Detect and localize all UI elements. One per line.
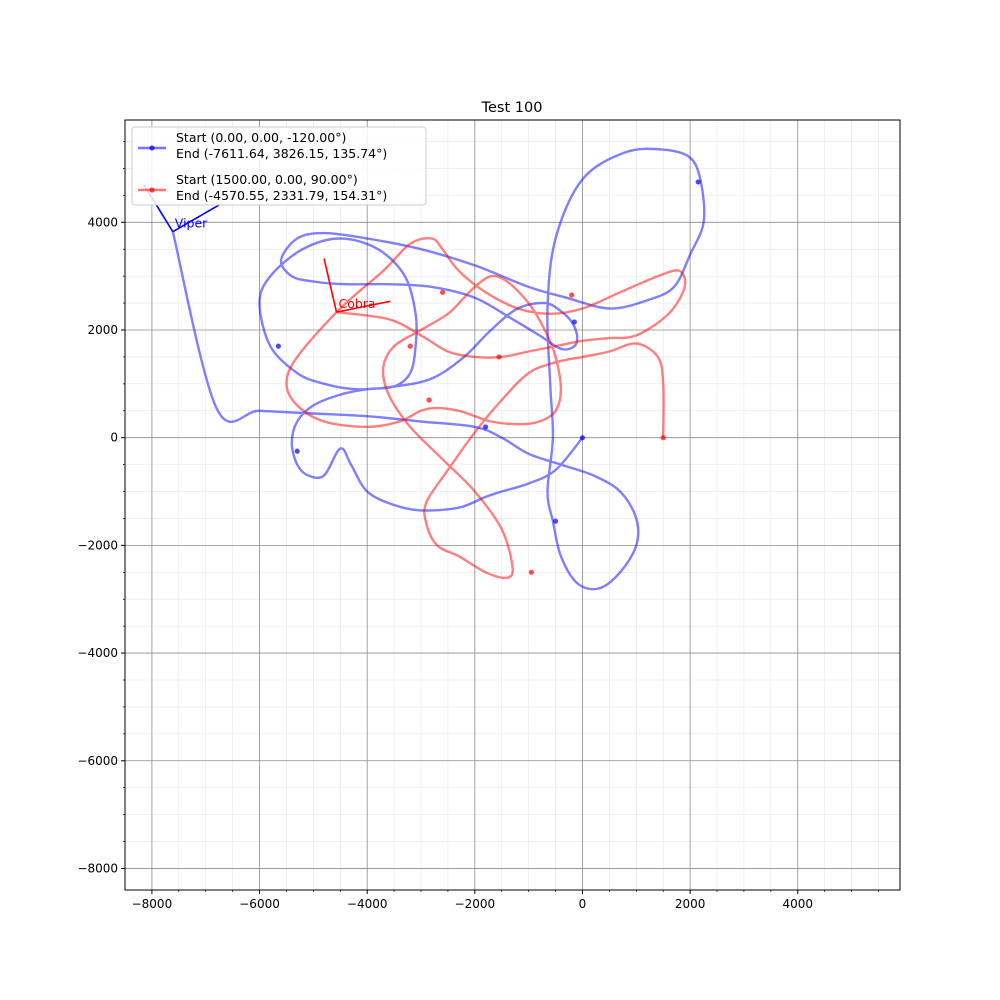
series-marker-cobra (528, 569, 534, 575)
axis-ticks: −8000 −6000 −4000 −2000 0 2000 4000 −8000 −6000 −… (77, 141, 879, 911)
x-tick-label: −2000 (455, 897, 496, 911)
series-line-cobra (285, 237, 687, 580)
vehicle-label-viper: Viper (175, 216, 208, 231)
x-tick-label: 2000 (675, 897, 706, 911)
x-tick-label: −8000 (132, 897, 173, 911)
legend-entry-text: End (-4570.55, 2331.79, 154.31°) (176, 188, 387, 203)
series-marker-viper (695, 179, 701, 185)
heading-arm-cobra (336, 300, 391, 313)
series-marker-cobra (407, 343, 413, 349)
y-tick-label: 2000 (87, 323, 118, 337)
series-marker-cobra (439, 289, 446, 295)
y-tick-label: −8000 (77, 861, 118, 875)
x-tick-label: 0 (579, 897, 587, 911)
legend-swatch-marker (149, 187, 155, 193)
plot-area (124, 119, 901, 891)
y-tick-label: 0 (110, 431, 118, 445)
series-marker-viper (552, 518, 559, 524)
series-marker-cobra (660, 435, 666, 441)
y-tick-label: −4000 (77, 646, 118, 660)
series-marker-cobra (496, 354, 502, 360)
y-tick-label: −2000 (77, 538, 118, 552)
legend-entry-text: Start (1500.00, 0.00, 90.00°) (176, 172, 358, 187)
x-tick-label: −6000 (239, 897, 280, 911)
legend-swatch-marker (149, 145, 155, 151)
series-marker-viper (579, 435, 586, 441)
series-marker-viper (571, 319, 577, 325)
series-line-viper (171, 147, 706, 591)
grid (125, 120, 900, 890)
legend-box (131, 126, 427, 206)
legend: Start (0.00, 0.00, -120.00°) End (-7611.… (131, 126, 427, 206)
heading-arm-viper (172, 203, 221, 233)
series-marker-viper (275, 343, 281, 349)
series-marker-viper (482, 424, 489, 430)
x-tick-label: 4000 (782, 897, 813, 911)
series-marker-viper (294, 448, 300, 454)
heading-arm-cobra (323, 258, 338, 313)
vehicle-label-cobra: Cobra (338, 296, 375, 311)
y-tick-label: −6000 (77, 754, 118, 768)
legend-entry-text: Start (0.00, 0.00, -120.00°) (176, 130, 346, 145)
chart-title: Test 100 (481, 100, 543, 116)
legend-entry-text: End (-7611.64, 3826.15, 135.74°) (176, 146, 387, 161)
series-layer: Viper Cobra (143, 147, 706, 591)
y-tick-label: 4000 (87, 215, 118, 229)
series-marker-cobra (426, 397, 432, 403)
series-marker-cobra (569, 292, 575, 298)
x-tick-label: −4000 (347, 897, 388, 911)
